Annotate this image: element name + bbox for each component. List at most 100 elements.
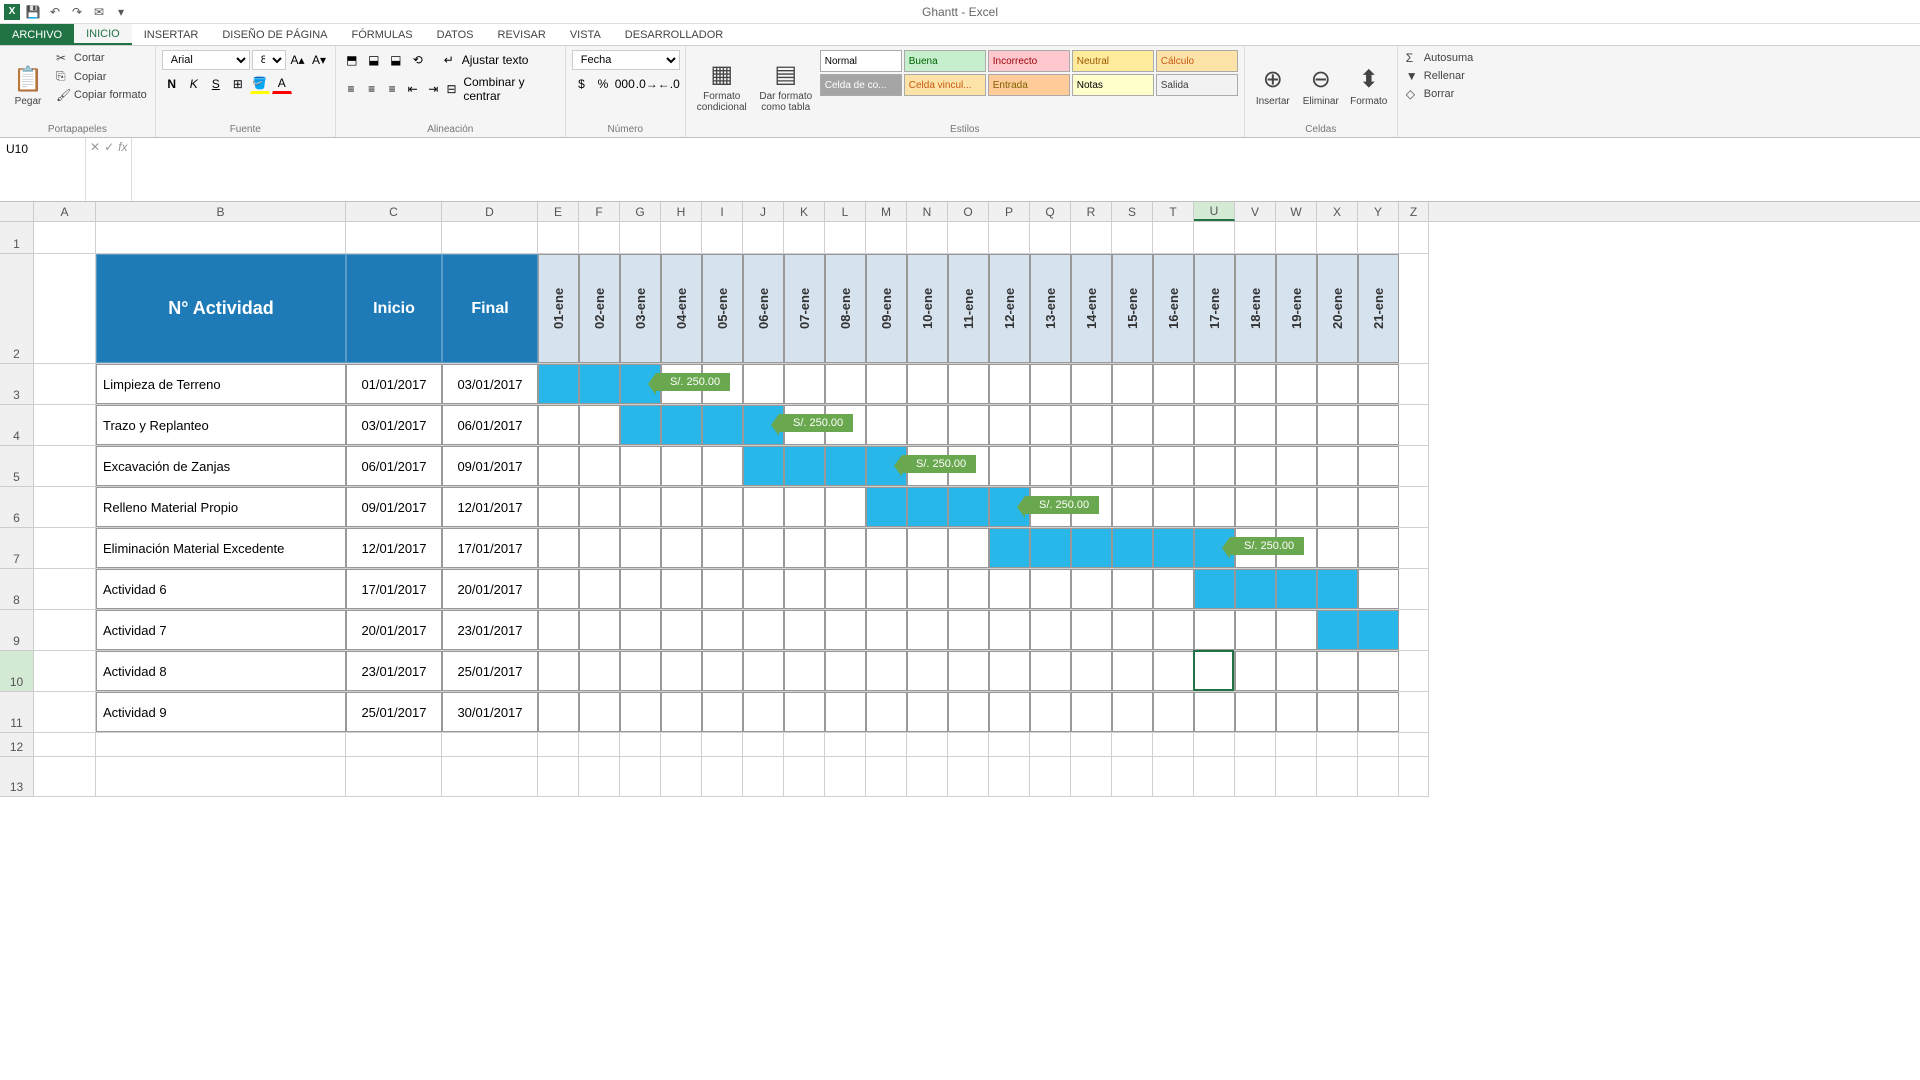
gantt-cell[interactable] bbox=[1235, 651, 1276, 691]
gantt-cell[interactable] bbox=[620, 692, 661, 732]
tab-fórmulas[interactable]: FÓRMULAS bbox=[340, 24, 425, 45]
gantt-cell[interactable] bbox=[1317, 692, 1358, 732]
cell[interactable] bbox=[34, 610, 96, 650]
cell[interactable] bbox=[1276, 757, 1317, 796]
gantt-cell[interactable] bbox=[1317, 528, 1358, 568]
gantt-activity[interactable]: Actividad 6 bbox=[96, 569, 346, 609]
gantt-cell[interactable] bbox=[1071, 446, 1112, 486]
gantt-cell[interactable] bbox=[1194, 610, 1235, 650]
font-name-select[interactable]: Arial bbox=[162, 50, 250, 70]
gantt-cell[interactable] bbox=[1112, 405, 1153, 445]
column-header-X[interactable]: X bbox=[1317, 202, 1358, 221]
cell[interactable] bbox=[1071, 757, 1112, 796]
gantt-cell[interactable] bbox=[661, 528, 702, 568]
gantt-cell[interactable] bbox=[702, 569, 743, 609]
gantt-cell[interactable] bbox=[1358, 692, 1399, 732]
gantt-cell[interactable] bbox=[661, 692, 702, 732]
gantt-cell[interactable] bbox=[743, 569, 784, 609]
gantt-cell[interactable] bbox=[579, 446, 620, 486]
gantt-cell[interactable] bbox=[1276, 446, 1317, 486]
gantt-cell[interactable] bbox=[702, 528, 743, 568]
cell[interactable] bbox=[1235, 757, 1276, 796]
gantt-cell[interactable] bbox=[620, 610, 661, 650]
column-header-Z[interactable]: Z bbox=[1399, 202, 1429, 221]
gantt-cell[interactable] bbox=[825, 487, 866, 527]
gantt-cell[interactable] bbox=[948, 610, 989, 650]
gantt-cell[interactable] bbox=[866, 487, 907, 527]
gantt-activity[interactable]: Limpieza de Terreno bbox=[96, 364, 346, 404]
gantt-cell[interactable] bbox=[702, 487, 743, 527]
cell[interactable] bbox=[866, 222, 907, 253]
gantt-cell[interactable] bbox=[1030, 528, 1071, 568]
cell[interactable] bbox=[579, 757, 620, 796]
gantt-cell[interactable] bbox=[1317, 487, 1358, 527]
cell[interactable] bbox=[1112, 733, 1153, 756]
gantt-cell[interactable] bbox=[1358, 487, 1399, 527]
gantt-cell[interactable] bbox=[538, 651, 579, 691]
gantt-start[interactable]: 03/01/2017 bbox=[346, 405, 442, 445]
gantt-cell[interactable] bbox=[1153, 692, 1194, 732]
gantt-cell[interactable]: S/. 250.00 bbox=[1235, 528, 1276, 568]
styles-gallery[interactable]: NormalBuenaIncorrectoNeutralCálculoCelda… bbox=[820, 50, 1238, 122]
indent-decrease-button[interactable]: ⇤ bbox=[403, 79, 422, 99]
tab-inicio[interactable]: INICIO bbox=[74, 24, 132, 45]
gantt-cell[interactable] bbox=[825, 569, 866, 609]
cell[interactable] bbox=[1194, 757, 1235, 796]
gantt-cell[interactable] bbox=[948, 405, 989, 445]
cell[interactable] bbox=[866, 757, 907, 796]
row-header-6[interactable]: 6 bbox=[0, 487, 34, 528]
cell[interactable] bbox=[96, 222, 346, 253]
gantt-cell[interactable] bbox=[579, 487, 620, 527]
gantt-cell[interactable] bbox=[784, 487, 825, 527]
row-header-10[interactable]: 10 bbox=[0, 651, 34, 692]
gantt-cell[interactable] bbox=[620, 569, 661, 609]
cell[interactable] bbox=[1399, 610, 1429, 650]
accept-formula-button[interactable]: ✓ bbox=[104, 140, 114, 154]
gantt-cell[interactable]: S/. 250.00 bbox=[907, 446, 948, 486]
gantt-cell[interactable] bbox=[1276, 364, 1317, 404]
gantt-cell[interactable] bbox=[743, 364, 784, 404]
cell[interactable] bbox=[907, 757, 948, 796]
cell[interactable] bbox=[346, 222, 442, 253]
gantt-cell[interactable] bbox=[1194, 487, 1235, 527]
cell[interactable] bbox=[1317, 757, 1358, 796]
gantt-cell[interactable] bbox=[825, 446, 866, 486]
cell[interactable] bbox=[96, 757, 346, 796]
gantt-cell[interactable] bbox=[1358, 651, 1399, 691]
gantt-cell[interactable] bbox=[702, 651, 743, 691]
gantt-cell[interactable] bbox=[538, 528, 579, 568]
cell[interactable] bbox=[442, 222, 538, 253]
column-header-F[interactable]: F bbox=[579, 202, 620, 221]
gantt-cell[interactable] bbox=[1112, 487, 1153, 527]
gantt-end[interactable]: 30/01/2017 bbox=[442, 692, 538, 732]
gantt-cell[interactable] bbox=[1112, 569, 1153, 609]
cell[interactable] bbox=[538, 757, 579, 796]
gantt-cell[interactable] bbox=[1030, 405, 1071, 445]
cell[interactable] bbox=[1358, 222, 1399, 253]
gantt-cell[interactable] bbox=[1235, 446, 1276, 486]
gantt-cell[interactable] bbox=[784, 610, 825, 650]
gantt-start[interactable]: 06/01/2017 bbox=[346, 446, 442, 486]
cell[interactable] bbox=[579, 733, 620, 756]
cell[interactable] bbox=[1112, 222, 1153, 253]
gantt-cell[interactable] bbox=[1276, 569, 1317, 609]
style-celda-de-co-[interactable]: Celda de co... bbox=[820, 74, 902, 96]
cell[interactable] bbox=[1276, 733, 1317, 756]
gantt-cell[interactable] bbox=[907, 651, 948, 691]
column-header-Y[interactable]: Y bbox=[1358, 202, 1399, 221]
gantt-start[interactable]: 23/01/2017 bbox=[346, 651, 442, 691]
cell[interactable] bbox=[34, 446, 96, 486]
cell[interactable] bbox=[743, 757, 784, 796]
gantt-start[interactable]: 17/01/2017 bbox=[346, 569, 442, 609]
cell[interactable] bbox=[1276, 222, 1317, 253]
column-header-P[interactable]: P bbox=[989, 202, 1030, 221]
cell[interactable] bbox=[989, 757, 1030, 796]
gantt-cell[interactable] bbox=[1358, 569, 1399, 609]
qat-more-icon[interactable]: ▾ bbox=[112, 3, 130, 21]
column-header-A[interactable]: A bbox=[34, 202, 96, 221]
gantt-cell[interactable] bbox=[538, 692, 579, 732]
gantt-cell[interactable] bbox=[743, 610, 784, 650]
row-header-12[interactable]: 12 bbox=[0, 733, 34, 757]
gantt-cell[interactable] bbox=[1235, 405, 1276, 445]
underline-button[interactable]: S bbox=[206, 74, 226, 94]
